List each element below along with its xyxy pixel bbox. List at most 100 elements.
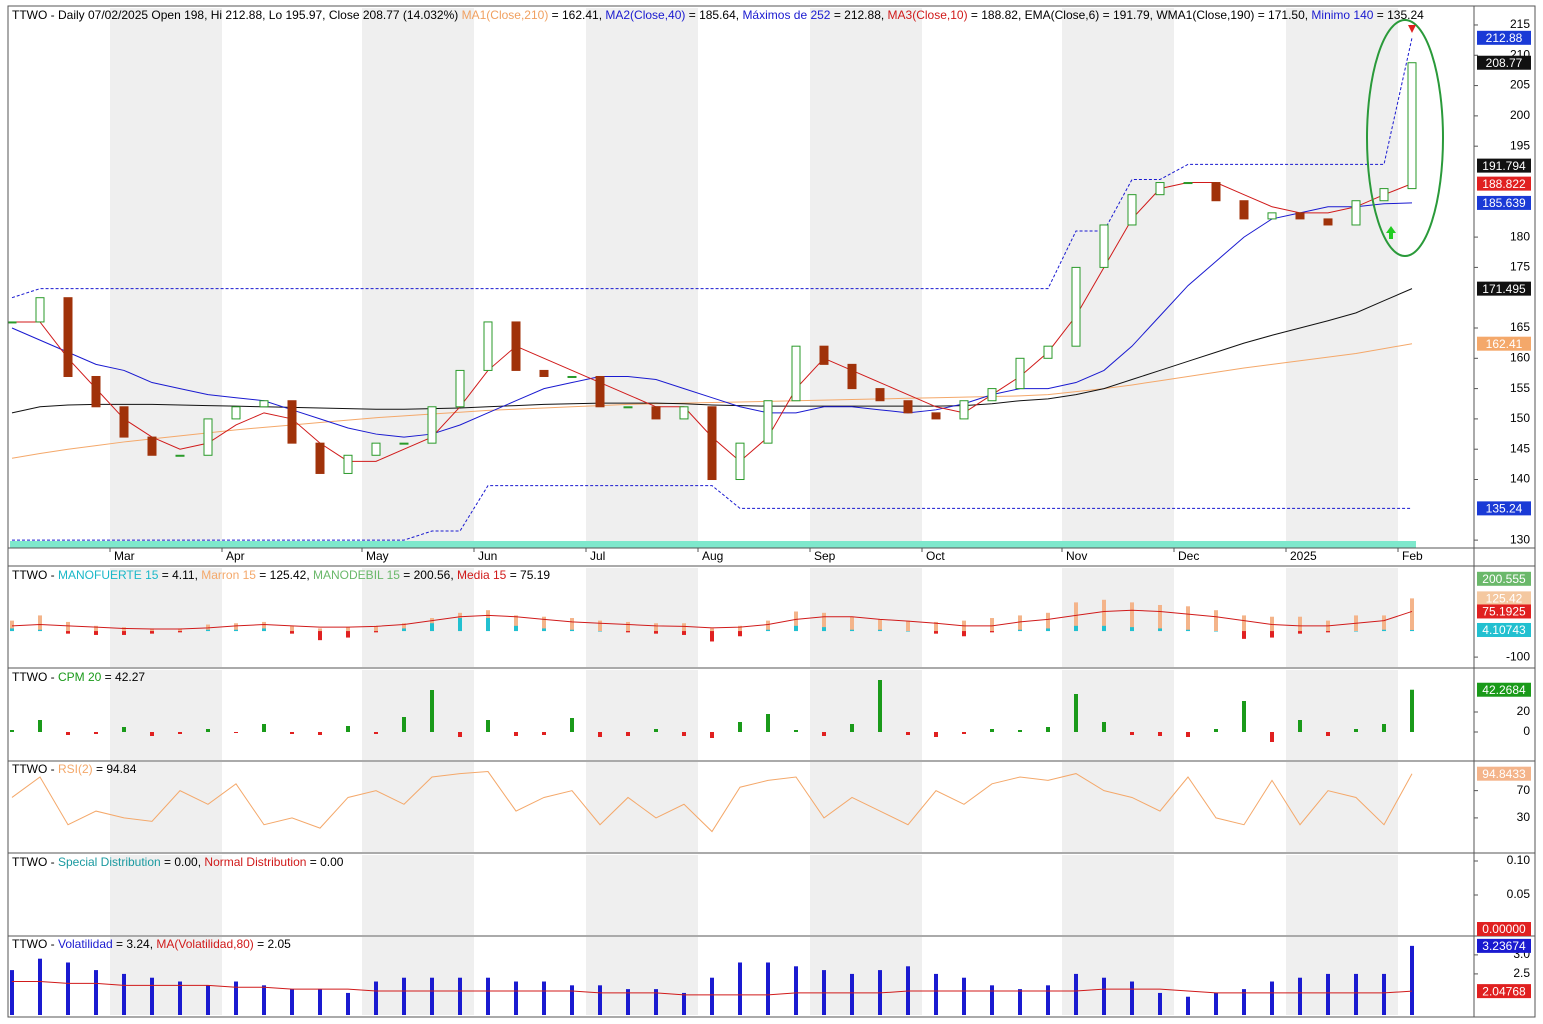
- value-badge-label: 212.88: [1486, 31, 1523, 45]
- bar: [262, 985, 266, 1015]
- candle: [931, 412, 941, 420]
- value-badge-label: 208.77: [1486, 56, 1523, 70]
- x-tick-label: May: [366, 549, 389, 563]
- bar: [1046, 727, 1050, 732]
- candle: [371, 442, 381, 456]
- candle: [819, 345, 829, 365]
- bar: [962, 977, 966, 1015]
- bar: [598, 631, 602, 632]
- bar: [1298, 631, 1302, 634]
- candle: [511, 321, 521, 371]
- month-shade: [1286, 855, 1398, 935]
- candle: [847, 363, 857, 390]
- header-segment: MA2(Close,40): [605, 8, 685, 22]
- month-shade: [1062, 855, 1174, 935]
- value-badge: [1477, 938, 1531, 953]
- header-segment: = 135.24: [1373, 8, 1424, 22]
- bar: [290, 732, 294, 734]
- panel-header: TTWO - CPM 20 = 42.27: [12, 670, 145, 684]
- month-shade: [1286, 568, 1398, 667]
- bar: [1186, 996, 1190, 1015]
- panel-header: TTWO - Daily 07/02/2025 Open 198, Hi 212…: [12, 8, 1424, 22]
- candle: [1323, 218, 1333, 226]
- y-tick-label: 2.5: [1513, 966, 1530, 980]
- bar: [402, 623, 406, 632]
- bar: [1354, 631, 1358, 632]
- bar: [654, 729, 658, 732]
- month-shade: [810, 937, 922, 1015]
- bar: [10, 970, 14, 1015]
- candle: [1099, 224, 1109, 268]
- month-shade: [110, 762, 222, 852]
- bar: [10, 730, 14, 732]
- bar: [486, 720, 490, 732]
- bar: [710, 732, 714, 738]
- bar: [822, 612, 826, 632]
- y-tick-label: 140: [1510, 472, 1530, 486]
- value-badge-label: 0.00000: [1482, 922, 1526, 936]
- bar: [94, 631, 98, 635]
- bar: [990, 618, 994, 632]
- header-segment: = 185.64,: [685, 8, 742, 22]
- bar: [1158, 604, 1162, 632]
- bar: [570, 718, 574, 732]
- candle: [1351, 200, 1361, 226]
- month-shade: [586, 937, 698, 1015]
- bar: [766, 629, 770, 632]
- bar: [766, 620, 770, 632]
- bar: [654, 989, 658, 1015]
- candle: [203, 418, 213, 456]
- month-shade: [362, 937, 474, 1015]
- month-shade: [110, 855, 222, 935]
- header-segment: MANOFUERTE 15: [58, 568, 159, 582]
- header-segment: MA1(Close,210): [462, 8, 549, 22]
- candle: [1155, 182, 1165, 196]
- bar: [1242, 701, 1246, 732]
- candle: [147, 436, 157, 456]
- bar: [262, 621, 266, 632]
- bar: [542, 616, 546, 632]
- header-segment: = 75.19: [506, 568, 550, 582]
- candle: [1407, 62, 1417, 190]
- value-badge-label: 4.10743: [1482, 623, 1526, 637]
- panel-header: TTWO - MANOFUERTE 15 = 4.11, Marron 15 =…: [12, 568, 550, 582]
- candle: [1183, 182, 1193, 185]
- bar: [318, 732, 322, 735]
- bar: [878, 680, 882, 732]
- month-shade: [586, 855, 698, 935]
- line: [11, 771, 1413, 833]
- y-tick-label: 175: [1510, 260, 1530, 274]
- bar: [290, 631, 294, 634]
- value-badge: [1477, 984, 1531, 999]
- month-shade: [362, 762, 474, 852]
- line: [11, 288, 1413, 414]
- bar: [1298, 977, 1302, 1015]
- bar: [906, 631, 910, 632]
- value-badge-label: 191.794: [1482, 159, 1526, 173]
- line: [11, 202, 1413, 438]
- bar: [1242, 989, 1246, 1015]
- bar: [682, 992, 686, 1015]
- value-badge: [1477, 158, 1531, 173]
- bar: [570, 618, 574, 632]
- candle: [399, 442, 409, 445]
- bar: [1298, 616, 1302, 632]
- header-segment: TTWO -: [12, 762, 58, 776]
- y-tick-label: 0.10: [1507, 853, 1531, 867]
- bar: [626, 621, 630, 632]
- bar: [206, 985, 210, 1015]
- bar: [570, 985, 574, 1015]
- month-shade: [110, 670, 222, 760]
- bar: [1270, 981, 1274, 1015]
- bar: [850, 629, 854, 632]
- header-segment: RSI(2): [58, 762, 93, 776]
- bar: [178, 631, 182, 633]
- header-segment: Special Distribution: [58, 855, 161, 869]
- x-tick-label: Jul: [590, 549, 605, 563]
- bar: [374, 732, 378, 734]
- bar: [794, 611, 798, 632]
- bar: [1130, 981, 1134, 1015]
- candle: [427, 406, 437, 444]
- candle: [791, 345, 801, 402]
